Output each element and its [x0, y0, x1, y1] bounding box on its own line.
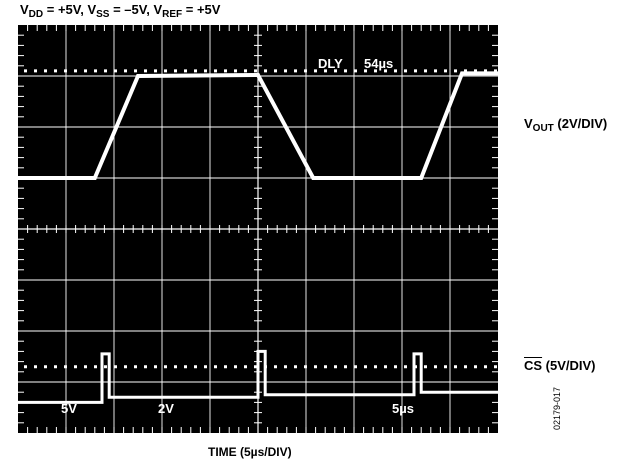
marker-90: 90 [6, 134, 19, 146]
traces [18, 71, 498, 404]
delay-label: DLY [318, 56, 343, 71]
channel1-scale: 5V [61, 401, 77, 416]
vout-channel-label: VOUT (2V/DIV) [524, 116, 608, 134]
figure-id: 02179-017 [552, 387, 562, 430]
marker-0: 0% [0, 349, 16, 361]
chart-title: VDD = +5V, VSS = –5V, VREF = +5V [20, 2, 221, 20]
marker-10: 10 [6, 326, 19, 338]
marker-100: 100 [0, 110, 19, 122]
timebase-readout: 5µs [392, 401, 414, 416]
vout-trace [18, 71, 498, 180]
cs-trace [18, 349, 498, 404]
delay-value: 54µs [364, 56, 394, 71]
cs-channel-label: CS (5V/DIV) [524, 358, 596, 373]
channel2-scale: 2V [158, 401, 174, 416]
x-axis-label: TIME (5µs/DIV) [208, 445, 292, 459]
